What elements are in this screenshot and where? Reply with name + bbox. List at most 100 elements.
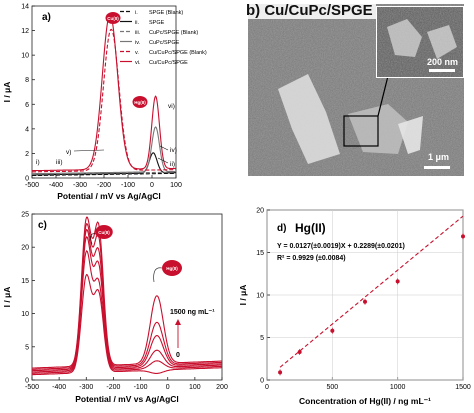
- x-tick-label: -400: [49, 182, 63, 189]
- y-tick-label: 20: [256, 208, 264, 215]
- curve-label-i: i): [36, 159, 40, 166]
- series-line: [32, 216, 222, 369]
- series-line: [32, 171, 176, 175]
- data-point: [395, 279, 400, 284]
- series-line: [31, 249, 222, 374]
- curve-label-iv: iv): [170, 147, 177, 154]
- x-tick-label: -400: [52, 384, 66, 391]
- y-tick-label: 6: [25, 102, 29, 109]
- cu-peak-label: Cu(II): [98, 230, 110, 235]
- y-tick-label: 0: [25, 378, 29, 385]
- curve-label-vi: vi): [168, 103, 175, 110]
- series-line: [32, 273, 222, 376]
- x-tick-label: 0: [166, 384, 170, 391]
- curve-label-v: v): [66, 149, 71, 156]
- sem-image: 200 nm 1 μm: [248, 4, 464, 176]
- x-tick-label: 1000: [390, 384, 406, 391]
- x-tick-label: 100: [189, 384, 201, 391]
- x-tick-label: -300: [73, 182, 87, 189]
- x-tick-label: -300: [79, 384, 93, 391]
- data-point: [363, 299, 367, 304]
- legend-entry: SPGE: [149, 20, 165, 26]
- zoom-line: [377, 75, 389, 117]
- cu-peak-bubble: [95, 225, 113, 239]
- x-tick-label: -500: [25, 384, 39, 391]
- y-tick-label: 12: [21, 28, 29, 35]
- y-tick-label: 0: [260, 378, 264, 385]
- y-tick-label: 25: [21, 212, 29, 219]
- legend-entry: Cu/CuPc/SPGE (Blank): [149, 50, 207, 56]
- inset-scale-text: 200 nm: [427, 57, 459, 67]
- conc-top-label: 1500 ng mL⁻¹: [170, 309, 215, 316]
- series-line: [32, 126, 176, 175]
- fit-line: [279, 215, 464, 368]
- conc-bottom-label: 0: [176, 352, 180, 359]
- legend-entry: CuPc/SPGE: [149, 40, 180, 46]
- x-tick-label: -200: [106, 384, 120, 391]
- sem-inset: 200 nm: [376, 6, 464, 78]
- y-axis-title: I / μA: [238, 285, 248, 306]
- y-tick-label: 10: [256, 293, 264, 300]
- x-tick-label: 100: [170, 182, 182, 189]
- x-tick-label: -100: [121, 182, 135, 189]
- x-tick-label: 500: [326, 384, 338, 391]
- legend-roman: iv.: [135, 40, 141, 46]
- y-tick-label: 8: [25, 77, 29, 84]
- panel-d-label: d): [277, 223, 286, 234]
- legend-entry: SPGE (Blank): [149, 10, 183, 16]
- y-tick-label: 2: [25, 151, 29, 158]
- y-tick-label: 14: [21, 4, 29, 11]
- x-tick-label: 0: [265, 384, 269, 391]
- x-tick-label: 0: [150, 182, 154, 189]
- main-scale-bar: [424, 166, 450, 169]
- plot-frame: [31, 213, 223, 381]
- cu-peak-label: Cu(II): [107, 16, 119, 21]
- series-line: [32, 152, 176, 176]
- hg-pointer: [153, 267, 163, 283]
- y-axis-title: I / μA: [2, 287, 12, 308]
- panel-d-title: Hg(II): [295, 221, 326, 235]
- x-tick-label: -200: [97, 182, 111, 189]
- series-line: [32, 236, 222, 373]
- inset-scale-bar: [429, 69, 455, 72]
- series-line: [31, 28, 177, 173]
- main-scale-text: 1 μm: [428, 152, 450, 162]
- crystal-flake: [278, 74, 340, 164]
- curve-label-iii: iii): [56, 159, 63, 166]
- data-point: [330, 328, 335, 333]
- data-point: [278, 370, 283, 375]
- curve-pointer: [159, 145, 169, 151]
- y-tick-label: 5: [25, 344, 29, 351]
- panel-b: 200 nm 1 μm b) Cu/CuPc/SPGE: [237, 0, 474, 204]
- curve-pointer: [73, 149, 105, 152]
- panel-b-label: b) Cu/CuPc/SPGE: [243, 2, 376, 19]
- y-tick-label: 15: [21, 278, 29, 285]
- y-tick-label: 20: [21, 245, 29, 252]
- y-tick-label: 0: [25, 176, 29, 183]
- series-line: [32, 13, 176, 172]
- legend-roman: iii.: [135, 30, 141, 36]
- sem-inset-texture: [377, 7, 463, 77]
- hg-peak-bubble: [132, 96, 148, 108]
- y-tick-label: 10: [21, 53, 29, 60]
- legend-entry: CuPc/SPGE (Blank): [149, 30, 198, 36]
- data-point: [461, 234, 465, 239]
- data-point: [297, 349, 302, 354]
- crystal-flake: [398, 116, 423, 154]
- panel-d: 0 500 1000 1500 0 5 10 15 20 Concentration of Hg(…: [237, 204, 474, 408]
- x-axis-title: Potential / mV vs Ag/AgCl: [57, 191, 161, 201]
- hg-peak-bubble: [162, 260, 182, 276]
- legend-roman: vi.: [135, 60, 141, 66]
- panel-d-chart: 0 500 1000 1500 0 5 10 15 20 Concentration of Hg(…: [238, 208, 471, 407]
- series-line: [31, 222, 222, 370]
- y-tick-label: 5: [260, 335, 264, 342]
- legend-roman: ii.: [135, 20, 139, 26]
- y-tick-label: 10: [21, 311, 29, 318]
- x-tick-label: -100: [134, 384, 148, 391]
- legend-roman: v.: [135, 50, 139, 56]
- cu-peak-bubble: [105, 12, 121, 24]
- panel-c-label: c): [38, 220, 47, 231]
- y-tick-label: 15: [256, 250, 264, 257]
- x-tick-label: 200: [216, 384, 228, 391]
- regression-r2: R² = 0.9929 (±0.0084): [277, 255, 346, 262]
